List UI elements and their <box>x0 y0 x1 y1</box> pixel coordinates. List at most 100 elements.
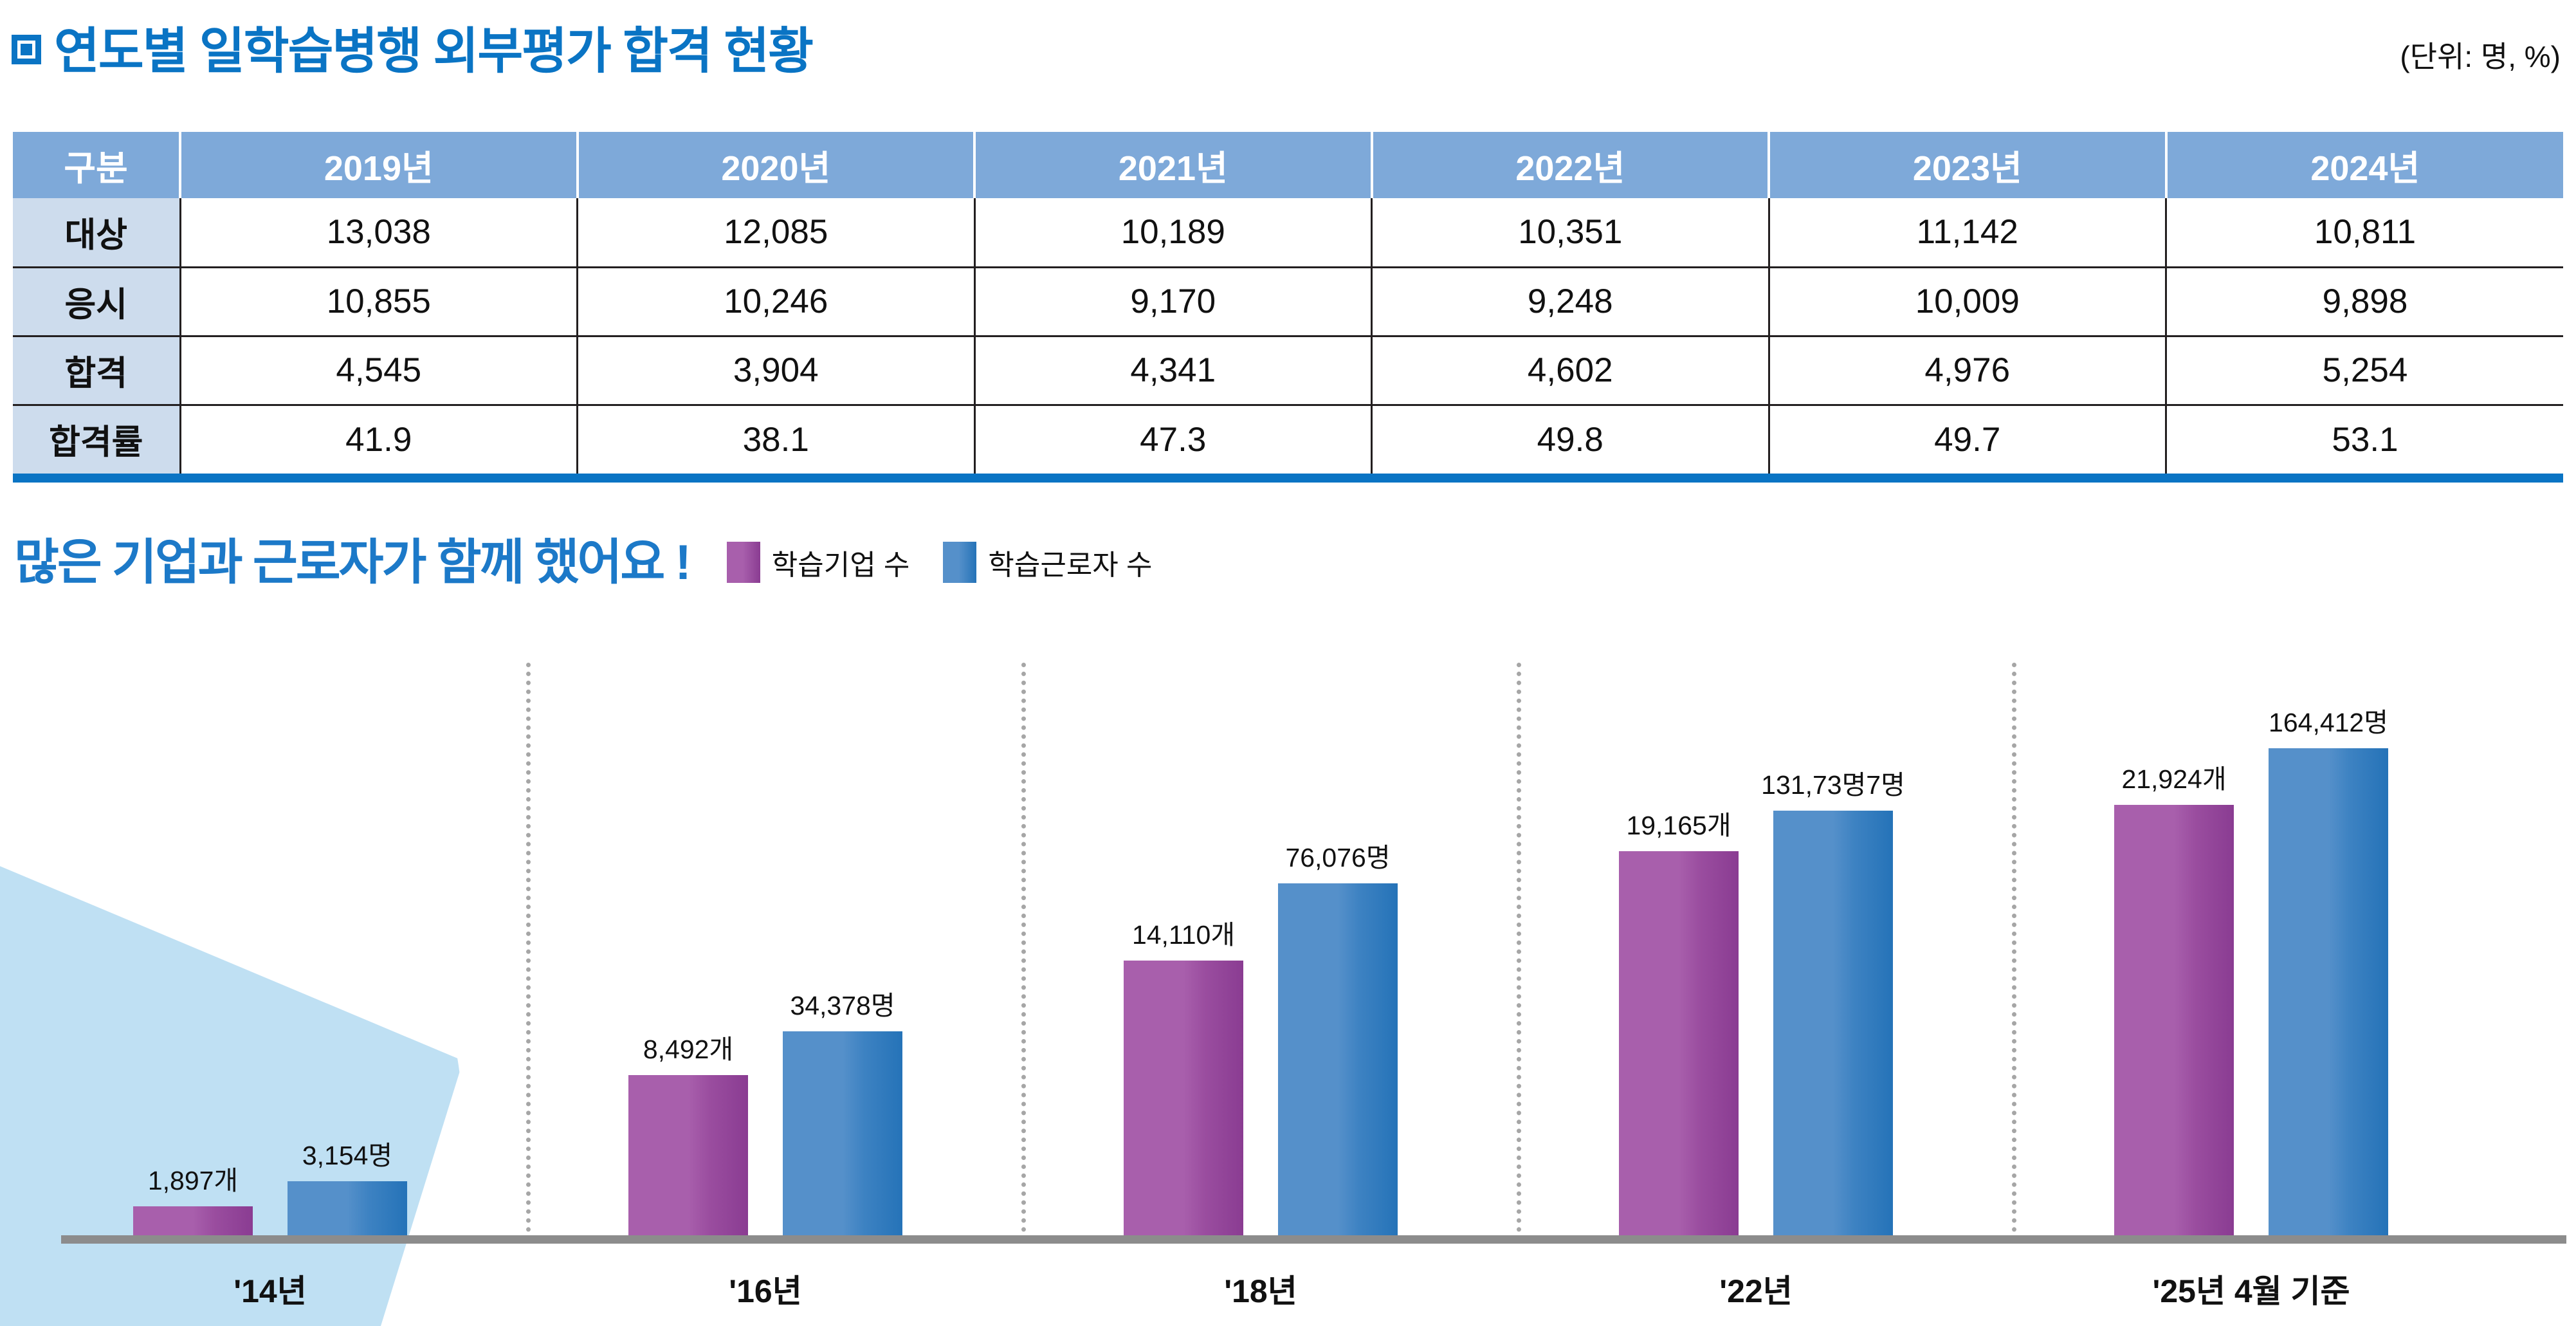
cell-daesang-2020: 12,085 <box>577 198 976 267</box>
cell-hapgyeok-2019: 4,545 <box>180 335 578 405</box>
chart-plot-area: 1,897개 3,154명 '14년 8,492개 34,378명 <box>0 611 2576 1326</box>
bar-slot-companies-25: 21,924개 <box>2097 665 2251 1244</box>
bar-value-companies-16: 8,492개 <box>643 1035 734 1064</box>
bar-value-companies-22: 19,165개 <box>1626 811 1731 840</box>
column-header-6: 2024년 <box>2166 132 2563 198</box>
bar-workers-16[interactable] <box>783 1031 902 1244</box>
bar-group-18: 14,110개 76,076명 <box>1081 665 1441 1244</box>
table-body: 대상 13,038 12,085 10,189 10,351 11,142 10… <box>13 198 2563 474</box>
bar-value-workers-14: 3,154명 <box>302 1141 393 1170</box>
cell-eungsi-2023: 10,009 <box>1769 266 2167 336</box>
group-separator-2 <box>1021 663 1026 1241</box>
cell-hapgyeokryul-2024: 53.1 <box>2166 403 2563 474</box>
row-label-hapgyeok: 합격 <box>13 335 181 405</box>
cell-hapgyeok-2024: 5,254 <box>2166 335 2563 405</box>
bar-value-workers-18: 76,076명 <box>1285 843 1391 872</box>
legend-swatch-icon-companies <box>726 542 760 583</box>
group-label-14: '14년 <box>233 1273 307 1309</box>
column-header-2: 2020년 <box>577 132 976 198</box>
table-row: 응시 10,855 10,246 9,170 9,248 10,009 9,89… <box>13 266 2563 336</box>
cell-hapgyeokryul-2022: 49.8 <box>1371 403 1770 474</box>
table-head: 구분 2019년 2020년 2021년 2022년 2023년 2024년 <box>13 132 2563 198</box>
group-label-25: '25년 4월 기준 <box>2152 1273 2350 1309</box>
legend-swatch-icon-workers <box>943 542 977 583</box>
bar-companies-22[interactable] <box>1619 851 1739 1244</box>
bar-slot-companies-18: 14,110개 <box>1106 665 1261 1244</box>
square-bullet-icon <box>12 34 41 64</box>
cell-eungsi-2020: 10,246 <box>577 266 976 336</box>
bar-slot-workers-14: 3,154명 <box>270 665 425 1244</box>
pass-status-table: 구분 2019년 2020년 2021년 2022년 2023년 2024년 대… <box>13 132 2563 474</box>
cell-daesang-2023: 11,142 <box>1769 198 2167 267</box>
legend-label-companies: 학습기업 수 <box>771 549 910 581</box>
chart-baseline <box>61 1235 2566 1244</box>
cell-eungsi-2021: 9,170 <box>974 266 1373 336</box>
group-separator-1 <box>526 663 531 1241</box>
bar-group-25: 21,924개 164,412명 <box>2071 665 2431 1244</box>
group-label-16: '16년 <box>729 1273 802 1309</box>
cell-eungsi-2024: 9,898 <box>2166 266 2563 336</box>
bar-companies-18[interactable] <box>1124 961 1243 1244</box>
bar-workers-18[interactable] <box>1278 883 1398 1244</box>
cell-hapgyeokryul-2021: 47.3 <box>974 403 1373 474</box>
title-block: 연도별 일학습병행 외부평가 합격 현황 <box>12 12 814 83</box>
bar-slot-companies-16: 8,492개 <box>611 665 765 1244</box>
cell-hapgyeok-2020: 3,904 <box>577 335 976 405</box>
bar-workers-25[interactable] <box>2269 748 2388 1244</box>
unit-label: (단위: 명, %) <box>2400 40 2561 73</box>
group-label-18: '18년 <box>1224 1273 1297 1309</box>
chart-heading: 많은 기업과 근로자가 함께 했어요 ! <box>14 535 691 590</box>
cell-eungsi-2019: 10,855 <box>180 266 578 336</box>
column-header-0: 구분 <box>13 132 181 198</box>
group-separator-4 <box>2012 663 2016 1241</box>
table-row: 합격 4,545 3,904 4,341 4,602 4,976 5,254 <box>13 335 2563 405</box>
cell-hapgyeok-2023: 4,976 <box>1769 335 2167 405</box>
cell-hapgyeokryul-2023: 49.7 <box>1769 403 2167 474</box>
table-row: 합격률 41.9 38.1 47.3 49.8 49.7 53.1 <box>13 403 2563 474</box>
chart-section: 많은 기업과 근로자가 함께 했어요 ! 학습기업 수 학습근로자 수 <box>0 508 2576 1326</box>
bar-value-workers-16: 34,378명 <box>790 991 895 1020</box>
bar-slot-workers-22: 131,73명7명 <box>1756 665 1910 1244</box>
cell-daesang-2024: 10,811 <box>2314 213 2416 252</box>
bar-companies-16[interactable] <box>628 1075 748 1244</box>
cell-daesang-2022: 10,351 <box>1371 198 1770 267</box>
group-separator-3 <box>1517 663 1521 1241</box>
pass-status-table-wrap: 구분 2019년 2020년 2021년 2022년 2023년 2024년 대… <box>13 132 2563 483</box>
legend-item-learning-workers: 학습근로자 수 <box>943 542 1153 583</box>
page-header: 연도별 일학습병행 외부평가 합격 현황 (단위: 명, %) <box>0 0 2576 113</box>
cell-hapgyeokryul-2019: 41.9 <box>180 403 578 474</box>
bar-workers-22[interactable] <box>1773 811 1893 1244</box>
column-header-5: 2023년 <box>1769 132 2168 198</box>
cell-daesang-2021: 10,189 <box>974 198 1373 267</box>
bar-slot-workers-25: 164,412명 <box>2251 665 2406 1244</box>
column-header-4: 2022년 <box>1371 132 1770 198</box>
column-header-3: 2021년 <box>974 132 1373 198</box>
group-label-22: '22년 <box>1719 1273 1793 1309</box>
bar-value-companies-18: 14,110개 <box>1131 920 1236 950</box>
chart-legend: 학습기업 수 학습근로자 수 <box>726 542 1153 583</box>
cell-eungsi-2022: 9,248 <box>1371 266 1770 336</box>
bar-workers-14[interactable] <box>288 1181 407 1244</box>
page-title: 연도별 일학습병행 외부평가 합격 현황 <box>54 24 814 79</box>
bar-value-companies-14: 1,897개 <box>147 1166 239 1195</box>
legend-label-workers: 학습근로자 수 <box>988 549 1153 581</box>
row-label-hapgyeokryul: 합격률 <box>13 403 181 474</box>
chart-heading-row: 많은 기업과 근로자가 함께 했어요 ! 학습기업 수 학습근로자 수 <box>14 522 1153 593</box>
bar-slot-workers-16: 34,378명 <box>765 665 920 1244</box>
table-bottom-rule <box>13 474 2563 483</box>
bar-value-companies-25: 21,924개 <box>2121 764 2227 794</box>
bar-group-16: 8,492개 34,378명 <box>585 665 945 1244</box>
table-row: 대상 13,038 12,085 10,189 10,351 11,142 10… <box>13 198 2563 267</box>
column-header-1: 2019년 <box>180 132 579 198</box>
bar-group-22: 19,165개 131,73명7명 <box>1576 665 1936 1244</box>
row-label-eungsi: 응시 <box>13 266 181 336</box>
cell-daesang-2019: 13,038 <box>180 198 578 267</box>
table-header-row: 구분 2019년 2020년 2021년 2022년 2023년 2024년 <box>13 132 2563 198</box>
bar-group-14: 1,897개 3,154명 <box>90 665 450 1244</box>
bar-companies-25[interactable] <box>2114 805 2234 1244</box>
bar-value-workers-22: 131,73명7명 <box>1761 770 1905 800</box>
cell-hapgyeok-2021: 4,341 <box>974 335 1373 405</box>
cell-hapgyeok-2022: 4,602 <box>1371 335 1770 405</box>
bar-slot-workers-18: 76,076명 <box>1261 665 1415 1244</box>
